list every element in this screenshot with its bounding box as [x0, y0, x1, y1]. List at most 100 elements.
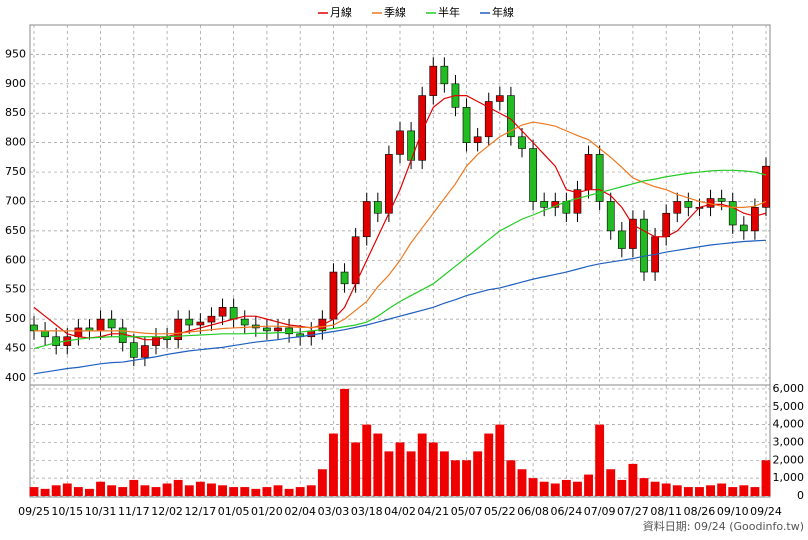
- x-tick-label: 07/27: [617, 505, 649, 518]
- volume-bar: [51, 485, 61, 496]
- x-tick-label: 06/24: [551, 505, 583, 518]
- volume-bar: [218, 485, 227, 496]
- candle-body: [440, 65, 449, 85]
- candle-body: [218, 307, 227, 317]
- x-tick-label: 10/31: [85, 505, 117, 518]
- legend-label: 季線: [384, 5, 406, 19]
- volume-bar: [439, 451, 449, 496]
- volume-bar: [584, 474, 593, 496]
- candle-body: [717, 198, 726, 202]
- volume-bar: [561, 479, 571, 496]
- volume-bar: [428, 442, 438, 496]
- candle-body: [274, 327, 282, 332]
- x-tick-label: 09/25: [18, 505, 50, 518]
- y-tick-label: 700: [5, 194, 26, 207]
- volume-bar: [462, 460, 471, 496]
- candle-body: [739, 224, 748, 232]
- candle-body: [662, 212, 671, 238]
- volume-bar: [717, 483, 727, 496]
- ma-line: [33, 239, 767, 375]
- volume-bar: [284, 488, 294, 496]
- volume-bar: [706, 485, 715, 496]
- x-tick-label: 01/20: [251, 505, 283, 518]
- volume-bar: [617, 479, 627, 496]
- ma-line: [33, 169, 767, 350]
- candle-body: [418, 95, 427, 161]
- y-tick-label: 800: [5, 136, 26, 149]
- candle-body: [340, 271, 349, 285]
- candle-body: [373, 201, 382, 214]
- volume-bar: [96, 481, 105, 496]
- candle-body: [329, 271, 338, 320]
- volume-bar: [672, 485, 682, 496]
- volume-bar: [761, 460, 771, 496]
- candle-body: [407, 130, 415, 161]
- candle-body: [762, 165, 770, 208]
- candle-body: [518, 136, 526, 149]
- x-tick-label: 06/08: [517, 505, 549, 518]
- volume-bar: [539, 481, 549, 496]
- y2-tick-label: 2,000: [773, 453, 805, 466]
- volume-bar: [750, 487, 760, 496]
- candle-body: [96, 318, 105, 332]
- footnote: 資料日期: 09/24 (Goodinfo.tw): [643, 519, 804, 533]
- volume-bar: [118, 487, 128, 496]
- volume-bar: [107, 485, 117, 496]
- volume-bar: [151, 487, 161, 496]
- volume-bar: [473, 451, 483, 496]
- legend-label: 月線: [330, 5, 352, 19]
- candle-body: [41, 330, 49, 338]
- y-tick-label: 850: [5, 106, 26, 119]
- volume-bar: [351, 442, 361, 496]
- candle-body: [728, 201, 737, 226]
- volume-bar: [273, 485, 283, 496]
- candle-body: [107, 318, 116, 329]
- y2-tick-label: 6,000: [773, 382, 805, 395]
- candle-body: [396, 130, 404, 155]
- volume-bar: [29, 487, 39, 496]
- x-tick-label: 03/18: [351, 505, 383, 518]
- volume-bar: [661, 483, 671, 496]
- y-tick-label: 450: [5, 342, 26, 355]
- candle-body: [629, 218, 637, 249]
- volume-bar: [140, 485, 150, 496]
- x-tick-label: 11/17: [118, 505, 150, 518]
- candle-body: [229, 307, 238, 320]
- candle-body: [129, 342, 138, 358]
- y-tick-label: 650: [5, 224, 26, 237]
- candle-body: [495, 95, 504, 102]
- x-tick-label: 09/10: [717, 505, 749, 518]
- y-tick-label: 900: [5, 77, 26, 90]
- volume-bar: [85, 488, 94, 496]
- candle-body: [185, 318, 194, 326]
- volume-bar: [606, 469, 616, 496]
- candle-body: [673, 201, 682, 214]
- volume-bar: [506, 460, 516, 496]
- volume-bar: [373, 433, 383, 496]
- candle-body: [429, 65, 438, 96]
- volume-bar: [240, 487, 250, 496]
- y-tick-label: 950: [5, 47, 26, 60]
- volume-bar: [40, 488, 50, 496]
- volume-bar: [395, 442, 405, 496]
- candle-body: [462, 107, 471, 143]
- candle-body: [606, 201, 615, 232]
- volume-bar: [262, 487, 272, 496]
- volume-bar: [495, 424, 505, 496]
- volume-bar: [129, 479, 139, 496]
- volume-bar: [528, 478, 538, 496]
- volume-bar: [306, 485, 316, 496]
- y2-tick-label: 5,000: [773, 400, 805, 413]
- volume-bar: [683, 487, 693, 496]
- y-tick-label: 600: [5, 253, 26, 266]
- candle-body: [141, 345, 149, 358]
- volume-bar: [451, 460, 460, 496]
- volume-bar: [406, 451, 416, 496]
- legend-label: 半年: [438, 5, 460, 19]
- legend-label: 年線: [492, 5, 514, 19]
- x-tick-label: 04/02: [384, 505, 416, 518]
- y-tick-label: 750: [5, 165, 26, 178]
- candle-body: [385, 154, 393, 214]
- ma-line: [34, 121, 767, 335]
